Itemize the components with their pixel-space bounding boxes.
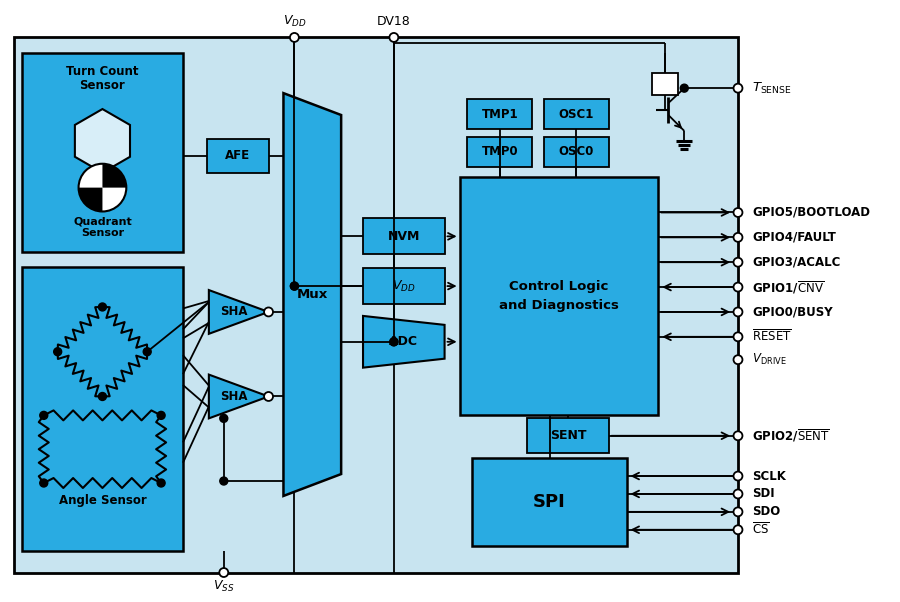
Text: SDI: SDI bbox=[752, 488, 775, 500]
Circle shape bbox=[734, 233, 742, 242]
Text: $\overline{\rm RESET}$: $\overline{\rm RESET}$ bbox=[752, 329, 792, 344]
Text: $V_{SS}$: $V_{SS}$ bbox=[213, 579, 235, 594]
Wedge shape bbox=[78, 188, 103, 211]
Circle shape bbox=[98, 303, 106, 311]
Text: GPIO1/$\overline{\rm CNV}$: GPIO1/$\overline{\rm CNV}$ bbox=[752, 279, 824, 296]
Bar bbox=[22, 54, 183, 252]
Circle shape bbox=[734, 332, 742, 341]
Circle shape bbox=[390, 33, 399, 42]
Bar bbox=[472, 458, 626, 545]
Text: TMP0: TMP0 bbox=[482, 145, 518, 158]
Text: OSC0: OSC0 bbox=[559, 145, 594, 158]
Text: GPIO3/ACALC: GPIO3/ACALC bbox=[752, 256, 841, 268]
Text: NVM: NVM bbox=[388, 230, 420, 243]
Circle shape bbox=[390, 338, 398, 346]
Bar bbox=[467, 137, 532, 167]
Circle shape bbox=[143, 348, 151, 356]
Circle shape bbox=[734, 258, 742, 267]
Text: Sensor: Sensor bbox=[79, 79, 125, 92]
Text: $V_{DD}$: $V_{DD}$ bbox=[392, 279, 416, 294]
Circle shape bbox=[734, 208, 742, 217]
Text: GPIO4/FAULT: GPIO4/FAULT bbox=[752, 231, 836, 244]
Text: Control Logic: Control Logic bbox=[509, 279, 608, 293]
Wedge shape bbox=[103, 164, 126, 188]
Circle shape bbox=[98, 393, 106, 400]
Polygon shape bbox=[284, 93, 341, 496]
Bar bbox=[544, 99, 608, 129]
Circle shape bbox=[220, 414, 228, 423]
Text: $V_{DD}$: $V_{DD}$ bbox=[283, 14, 306, 29]
Text: Mux: Mux bbox=[297, 288, 328, 301]
Circle shape bbox=[734, 507, 742, 517]
Bar bbox=[527, 418, 608, 453]
Polygon shape bbox=[209, 374, 268, 418]
Text: TMP1: TMP1 bbox=[482, 108, 518, 120]
Bar bbox=[22, 267, 183, 551]
Polygon shape bbox=[75, 109, 130, 173]
Circle shape bbox=[158, 479, 165, 487]
Circle shape bbox=[291, 282, 299, 290]
Polygon shape bbox=[209, 290, 268, 334]
Bar bbox=[207, 139, 268, 173]
Circle shape bbox=[158, 411, 165, 420]
Text: and Diagnostics: and Diagnostics bbox=[499, 299, 619, 312]
Text: SENT: SENT bbox=[550, 429, 586, 442]
Text: SHA: SHA bbox=[220, 305, 248, 318]
Text: GPIO2/$\overline{\rm SENT}$: GPIO2/$\overline{\rm SENT}$ bbox=[752, 427, 830, 444]
Circle shape bbox=[734, 84, 742, 93]
Text: GPIO5/BOOTLOAD: GPIO5/BOOTLOAD bbox=[752, 206, 870, 219]
Circle shape bbox=[734, 355, 742, 364]
Text: Sensor: Sensor bbox=[81, 228, 124, 238]
Circle shape bbox=[291, 282, 299, 290]
Circle shape bbox=[290, 33, 299, 42]
Circle shape bbox=[734, 489, 742, 498]
Circle shape bbox=[220, 568, 229, 577]
Text: OSC1: OSC1 bbox=[559, 108, 594, 120]
Bar bbox=[467, 99, 532, 129]
Text: $\overline{\rm CS}$: $\overline{\rm CS}$ bbox=[752, 522, 770, 538]
Bar bbox=[544, 137, 608, 167]
Bar bbox=[652, 73, 679, 95]
Circle shape bbox=[734, 308, 742, 317]
Circle shape bbox=[78, 164, 126, 211]
Text: AFE: AFE bbox=[225, 149, 250, 163]
Bar bbox=[363, 219, 445, 254]
Circle shape bbox=[40, 479, 48, 487]
Circle shape bbox=[220, 477, 228, 485]
Circle shape bbox=[264, 392, 273, 401]
Text: Turn Count: Turn Count bbox=[67, 65, 139, 78]
Text: $T_{\rm SENSE}$: $T_{\rm SENSE}$ bbox=[752, 81, 792, 96]
Circle shape bbox=[390, 338, 398, 346]
Bar bbox=[14, 37, 738, 573]
Text: SPI: SPI bbox=[533, 493, 566, 511]
Circle shape bbox=[734, 471, 742, 480]
Circle shape bbox=[680, 84, 688, 92]
Bar bbox=[363, 268, 445, 304]
Text: Angle Sensor: Angle Sensor bbox=[58, 494, 147, 507]
Text: DV18: DV18 bbox=[377, 15, 410, 28]
Text: SHA: SHA bbox=[220, 390, 248, 403]
Text: $V_{\rm DRIVE}$: $V_{\rm DRIVE}$ bbox=[752, 352, 787, 367]
Circle shape bbox=[734, 431, 742, 440]
Circle shape bbox=[264, 308, 273, 317]
Bar bbox=[460, 176, 659, 415]
Text: SCLK: SCLK bbox=[752, 470, 786, 483]
Circle shape bbox=[734, 282, 742, 291]
Text: GPIO0/BUSY: GPIO0/BUSY bbox=[752, 305, 833, 318]
Text: ADC: ADC bbox=[390, 335, 418, 349]
Text: Quadrant: Quadrant bbox=[73, 217, 131, 226]
Circle shape bbox=[54, 348, 62, 356]
Circle shape bbox=[734, 526, 742, 534]
Circle shape bbox=[40, 411, 48, 420]
Text: SDO: SDO bbox=[752, 505, 780, 518]
Polygon shape bbox=[363, 316, 445, 368]
